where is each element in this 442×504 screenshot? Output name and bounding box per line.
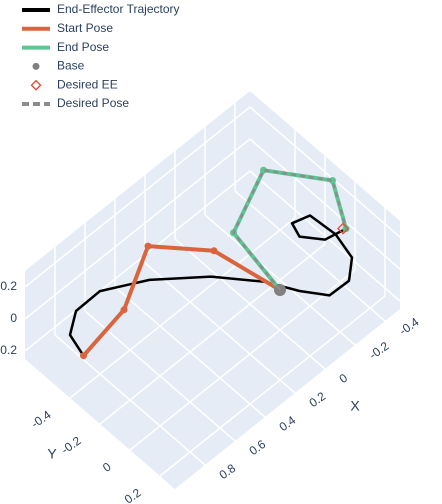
grid-line xyxy=(69,217,296,399)
x-axis-title: X xyxy=(350,398,360,414)
legend: End-Effector Trajectory Start Pose End Pos… xyxy=(22,2,180,110)
legend-swatch xyxy=(32,62,40,70)
marker xyxy=(80,352,87,360)
legend-item: End Pose xyxy=(22,40,109,54)
x-tick-label: 0.2 xyxy=(307,389,329,410)
marker xyxy=(329,177,336,184)
legend-label: Desired Pose xyxy=(57,96,129,110)
grid-line xyxy=(24,106,251,288)
series-line xyxy=(68,214,354,357)
grid-line xyxy=(99,243,326,425)
y-tick-label: 0 xyxy=(100,459,114,474)
legend-item: Desired EE xyxy=(30,77,118,91)
x-tick-label: 0 xyxy=(337,371,351,386)
marker xyxy=(144,242,152,250)
legend-swatch xyxy=(30,79,42,91)
grid-line xyxy=(249,170,401,302)
series xyxy=(68,214,354,357)
series-line xyxy=(232,168,348,291)
x-tick-label: 0.6 xyxy=(247,437,269,458)
z-tick-label: -0.2 xyxy=(0,343,17,357)
x-tick-label: 0.8 xyxy=(217,461,239,482)
y-tick-label: -0.2 xyxy=(59,433,84,457)
grid-line xyxy=(159,295,386,477)
series xyxy=(232,168,348,291)
grid-line xyxy=(24,138,251,320)
z-tick-label: 0.2 xyxy=(0,279,17,293)
legend-item: Desired Pose xyxy=(22,96,129,110)
grid-line xyxy=(249,106,401,238)
legend-item: Start Pose xyxy=(22,21,113,35)
legend-label: Start Pose xyxy=(57,21,113,35)
y-tick-label: -0.4 xyxy=(29,407,54,431)
legend-label: End-Effector Trajectory xyxy=(57,2,180,16)
y-axis-title: Y xyxy=(47,446,57,462)
grid-line xyxy=(129,269,356,451)
legend-label: End Pose xyxy=(57,40,109,54)
scene xyxy=(24,91,401,489)
legend-label: Desired EE xyxy=(57,77,118,91)
legend-item: End-Effector Trajectory xyxy=(22,2,180,16)
legend-label: Base xyxy=(57,59,85,73)
x-tick-label: -0.2 xyxy=(367,339,392,363)
wall-pane xyxy=(25,91,250,359)
marker xyxy=(210,247,218,255)
x-tick-label: -0.4 xyxy=(397,315,422,339)
marker xyxy=(260,166,267,174)
x-tick-label: 0.4 xyxy=(277,413,299,434)
y-tick-label: 0.2 xyxy=(122,485,144,504)
grid-line xyxy=(24,170,251,352)
marker xyxy=(120,306,128,314)
grid-line xyxy=(249,138,401,270)
z-tick-label: 0 xyxy=(10,311,17,325)
legend-item: Base xyxy=(32,59,85,73)
